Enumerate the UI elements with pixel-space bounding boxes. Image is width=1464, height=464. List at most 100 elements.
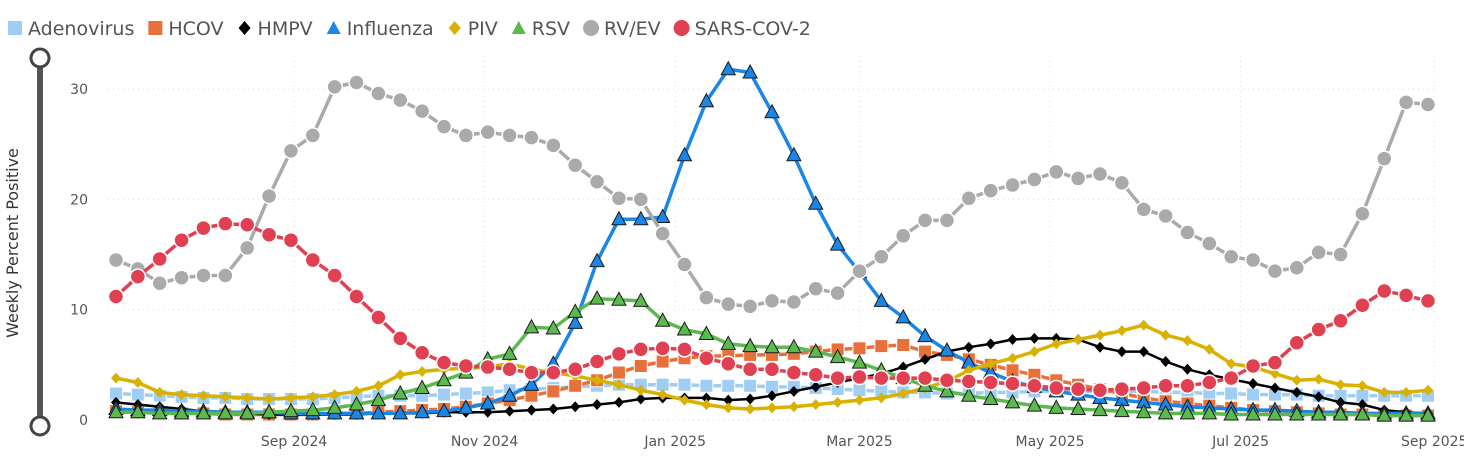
data-point-rv-ev[interactable] xyxy=(326,78,343,96)
slider-handle-top[interactable] xyxy=(29,47,51,69)
data-point-rsv[interactable] xyxy=(108,403,124,419)
data-point-sars-cov-2[interactable] xyxy=(807,366,824,384)
data-point-rsv[interactable] xyxy=(611,291,627,306)
data-point-rsv[interactable] xyxy=(1245,405,1261,421)
data-point-hmpv[interactable] xyxy=(1095,341,1105,353)
data-point-piv[interactable] xyxy=(1182,335,1193,347)
data-point-influenza[interactable] xyxy=(939,341,955,357)
data-point-sars-cov-2[interactable] xyxy=(1419,292,1437,310)
data-point-piv[interactable] xyxy=(876,392,887,404)
data-point-hmpv[interactable] xyxy=(482,406,493,418)
data-point-rsv[interactable] xyxy=(1420,407,1436,422)
data-point-rsv[interactable] xyxy=(1070,400,1086,415)
data-point-piv[interactable] xyxy=(1291,374,1302,386)
data-point-rv-ev[interactable] xyxy=(457,127,475,144)
data-point-sars-cov-2[interactable] xyxy=(720,355,737,372)
data-point-sars-cov-2[interactable] xyxy=(763,361,781,378)
data-point-piv[interactable] xyxy=(635,384,646,396)
data-point-rsv[interactable] xyxy=(807,343,824,358)
data-point-adenovirus[interactable] xyxy=(458,386,473,401)
data-point-sars-cov-2[interactable] xyxy=(785,364,803,381)
data-point-adenovirus[interactable] xyxy=(721,378,736,393)
data-point-hmpv[interactable] xyxy=(1051,332,1062,344)
data-point-influenza[interactable] xyxy=(348,404,365,420)
data-point-hmpv[interactable] xyxy=(810,381,821,393)
data-point-sars-cov-2[interactable] xyxy=(545,364,562,381)
data-point-hcov[interactable] xyxy=(852,341,867,356)
data-point-sars-cov-2[interactable] xyxy=(304,251,322,269)
data-point-rsv[interactable] xyxy=(501,345,518,360)
data-point-hmpv[interactable] xyxy=(788,385,799,397)
data-point-hmpv[interactable] xyxy=(1029,332,1040,344)
data-point-influenza[interactable] xyxy=(632,210,649,226)
data-point-hmpv[interactable] xyxy=(613,396,624,408)
data-point-rsv[interactable] xyxy=(764,338,780,354)
data-point-influenza[interactable] xyxy=(807,195,824,210)
data-point-adenovirus[interactable] xyxy=(699,378,714,393)
data-point-rv-ev[interactable] xyxy=(370,85,387,102)
data-point-hcov[interactable] xyxy=(874,339,889,354)
data-point-piv[interactable] xyxy=(1073,333,1084,345)
data-point-sars-cov-2[interactable] xyxy=(107,288,125,305)
data-point-rsv[interactable] xyxy=(1332,405,1349,421)
data-point-influenza[interactable] xyxy=(501,387,518,402)
data-point-influenza[interactable] xyxy=(786,146,802,162)
data-point-rv-ev[interactable] xyxy=(741,298,759,315)
data-point-sars-cov-2[interactable] xyxy=(1288,334,1306,352)
data-point-influenza[interactable] xyxy=(567,314,584,329)
data-point-rv-ev[interactable] xyxy=(1004,176,1021,194)
data-point-piv[interactable] xyxy=(1204,343,1215,355)
data-point-hcov[interactable] xyxy=(546,384,561,399)
data-point-sars-cov-2[interactable] xyxy=(741,361,759,378)
data-point-sars-cov-2[interactable] xyxy=(217,215,234,232)
data-point-sars-cov-2[interactable] xyxy=(960,373,978,390)
data-point-rsv[interactable] xyxy=(414,379,430,395)
data-point-piv[interactable] xyxy=(373,380,384,392)
data-point-rv-ev[interactable] xyxy=(566,156,584,174)
data-point-sars-cov-2[interactable] xyxy=(479,358,496,376)
data-point-piv[interactable] xyxy=(832,396,843,408)
data-point-influenza[interactable] xyxy=(370,404,387,420)
data-point-rv-ev[interactable] xyxy=(1069,170,1087,187)
legend-item-sars-cov-2[interactable]: SARS-COV-2 xyxy=(673,18,811,40)
data-point-rv-ev[interactable] xyxy=(829,284,846,302)
data-point-piv[interactable] xyxy=(657,389,668,401)
data-point-rsv[interactable] xyxy=(851,354,868,369)
data-point-sars-cov-2[interactable] xyxy=(238,216,256,234)
data-point-piv[interactable] xyxy=(1313,373,1324,385)
data-point-piv[interactable] xyxy=(264,393,275,405)
data-point-sars-cov-2[interactable] xyxy=(1179,377,1196,395)
data-point-hmpv[interactable] xyxy=(635,393,646,405)
data-point-rsv[interactable] xyxy=(1354,405,1371,421)
data-point-sars-cov-2[interactable] xyxy=(1157,377,1174,395)
data-point-sars-cov-2[interactable] xyxy=(829,369,846,387)
data-point-piv[interactable] xyxy=(788,401,799,413)
data-point-rsv[interactable] xyxy=(1026,397,1043,412)
data-point-sars-cov-2[interactable] xyxy=(1201,374,1218,391)
data-point-piv[interactable] xyxy=(1029,346,1040,358)
data-point-rsv[interactable] xyxy=(567,303,584,318)
data-point-rsv[interactable] xyxy=(1376,407,1393,422)
legend-item-rsv[interactable]: RSV xyxy=(511,18,570,40)
data-point-rv-ev[interactable] xyxy=(698,289,715,306)
data-point-piv[interactable] xyxy=(854,394,865,406)
y-axis-range-slider[interactable] xyxy=(29,47,51,437)
slider-handle-bottom[interactable] xyxy=(29,415,51,437)
data-point-sars-cov-2[interactable] xyxy=(260,226,278,243)
data-point-sars-cov-2[interactable] xyxy=(348,288,365,305)
data-point-rsv[interactable] xyxy=(173,404,190,420)
data-point-rsv[interactable] xyxy=(130,403,146,419)
data-point-piv[interactable] xyxy=(767,402,777,414)
data-point-rv-ev[interactable] xyxy=(873,248,890,266)
data-point-rsv[interactable] xyxy=(348,396,365,411)
data-point-hcov[interactable] xyxy=(611,365,626,380)
data-point-hcov[interactable] xyxy=(633,358,648,373)
data-point-rv-ev[interactable] xyxy=(1354,205,1371,222)
data-point-sars-cov-2[interactable] xyxy=(610,345,628,363)
data-point-rv-ev[interactable] xyxy=(1135,201,1152,218)
data-point-hmpv[interactable] xyxy=(701,392,712,404)
data-point-rsv[interactable] xyxy=(195,404,212,420)
data-point-rv-ev[interactable] xyxy=(1244,251,1262,269)
data-point-rv-ev[interactable] xyxy=(1157,207,1174,225)
data-point-influenza[interactable] xyxy=(392,404,409,420)
